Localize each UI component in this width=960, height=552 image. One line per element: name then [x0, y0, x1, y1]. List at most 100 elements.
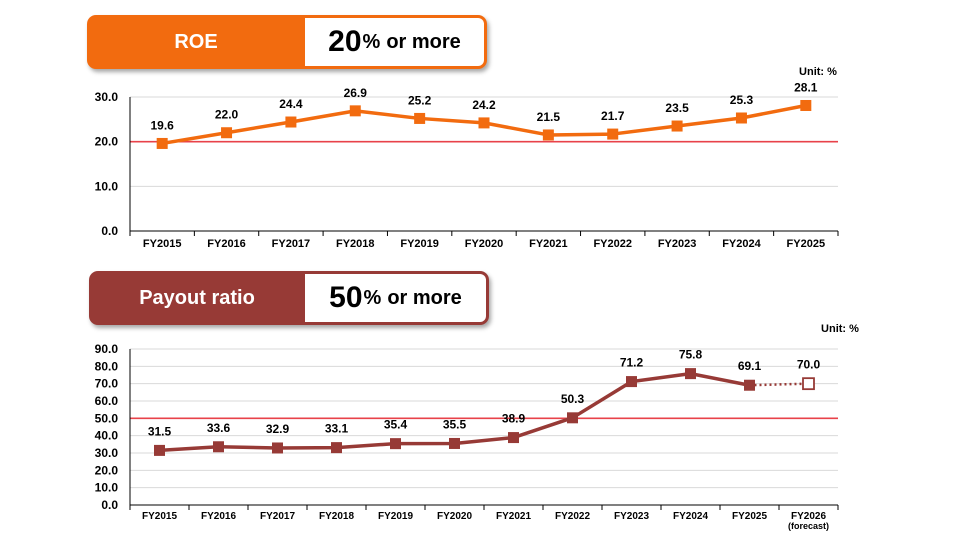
payout-data-point — [331, 442, 342, 454]
roe-data-label: 21.7 — [601, 109, 625, 123]
roe-data-point — [671, 120, 683, 132]
payout-data-point — [213, 441, 224, 453]
roe-y-tick-label: 30.0 — [95, 90, 119, 104]
payout-target-unit: % — [363, 286, 382, 309]
roe-data-point — [285, 116, 297, 128]
roe-data-point — [156, 137, 168, 149]
roe-data-point — [414, 112, 426, 124]
roe-data-label: 26.9 — [344, 86, 368, 100]
payout-data-label: 35.5 — [443, 417, 467, 431]
roe-x-tick-label: FY2020 — [465, 238, 504, 250]
roe-target-unit: % — [362, 30, 381, 53]
payout-data-point — [508, 432, 519, 444]
payout-data-point — [685, 368, 696, 380]
payout-data-point — [744, 379, 755, 391]
roe-x-tick-label: FY2022 — [593, 238, 632, 250]
payout-x-tick-label: FY2016 — [201, 511, 236, 522]
payout-y-tick-label: 70.0 — [95, 377, 119, 391]
payout-data-label: 50.3 — [561, 392, 585, 406]
payout-x-tick-label: FY2020 — [437, 511, 472, 522]
roe-x-tick-label: FY2019 — [400, 238, 439, 250]
roe-data-point — [478, 117, 490, 129]
payout-data-label: 69.1 — [738, 359, 762, 373]
roe-x-tick-label: FY2021 — [529, 238, 568, 250]
payout-data-label: 75.8 — [679, 348, 703, 362]
roe-x-tick-label: FY2024 — [722, 238, 761, 250]
payout-data-point — [626, 376, 637, 388]
payout-y-tick-label: 80.0 — [95, 359, 119, 373]
roe-x-tick-label: FY2018 — [336, 238, 375, 250]
payout-data-label: 33.6 — [207, 421, 231, 435]
roe-data-point — [221, 127, 233, 139]
payout-data-point — [567, 412, 578, 424]
payout-target-box: 50 % or more — [305, 274, 486, 322]
payout-x-tick-label: FY2026 — [791, 511, 826, 522]
payout-x-tick-label: FY2023 — [614, 511, 649, 522]
roe-data-label: 25.3 — [730, 93, 754, 107]
payout-data-point — [154, 444, 165, 456]
payout-x-tick-label: FY2022 — [555, 511, 590, 522]
payout-target-value: 50 — [329, 281, 363, 314]
roe-data-label: 19.6 — [151, 118, 175, 132]
roe-banner: ROE 20 % or more — [87, 15, 487, 69]
roe-x-tick-label: FY2023 — [658, 238, 697, 250]
roe-data-label: 28.1 — [794, 80, 818, 94]
roe-data-label: 21.5 — [537, 110, 561, 124]
roe-x-tick-label: FY2016 — [207, 238, 246, 250]
roe-data-point — [735, 112, 747, 124]
payout-y-tick-label: 20.0 — [95, 463, 119, 477]
roe-data-label: 22.0 — [215, 108, 239, 122]
payout-data-label: 71.2 — [620, 356, 644, 370]
payout-x-tick-label: FY2025 — [732, 511, 767, 522]
payout-y-tick-label: 50.0 — [95, 411, 119, 425]
payout-data-label: 35.4 — [384, 418, 408, 432]
roe-y-tick-label: 10.0 — [95, 179, 119, 193]
payout-data-label: 32.9 — [266, 422, 290, 436]
payout-banner: Payout ratio 50 % or more — [89, 271, 489, 325]
payout-target-rest: or more — [387, 286, 462, 309]
roe-banner-label: ROE — [174, 30, 218, 53]
payout-y-tick-label: 0.0 — [101, 498, 118, 512]
roe-data-point — [607, 128, 619, 140]
payout-y-tick-label: 10.0 — [95, 481, 119, 495]
roe-data-point — [542, 129, 554, 141]
payout-x-tick-sublabel: (forecast) — [788, 521, 829, 531]
payout-data-point — [449, 437, 460, 449]
payout-x-tick-label: FY2021 — [496, 511, 531, 522]
payout-data-point — [272, 442, 283, 454]
roe-x-tick-label: FY2015 — [143, 238, 182, 250]
payout-y-tick-label: 60.0 — [95, 394, 119, 408]
roe-target-value: 20 — [328, 25, 362, 58]
payout-data-point — [390, 438, 401, 450]
roe-x-tick-label: FY2017 — [272, 238, 311, 250]
payout-y-tick-label: 30.0 — [95, 446, 119, 460]
payout-data-label: 33.1 — [325, 422, 349, 436]
payout-forecast-point — [802, 377, 815, 391]
payout-x-tick-label: FY2018 — [319, 511, 354, 522]
payout-data-label: 70.0 — [797, 358, 821, 372]
payout-x-tick-label: FY2019 — [378, 511, 413, 522]
roe-y-tick-label: 20.0 — [95, 135, 119, 149]
roe-data-point — [349, 105, 361, 117]
roe-data-point — [800, 99, 812, 111]
payout-x-tick-label: FY2015 — [142, 511, 177, 522]
roe-x-tick-label: FY2025 — [787, 238, 826, 250]
payout-unit-label: Unit: % — [821, 323, 859, 335]
roe-target-box: 20 % or more — [305, 18, 484, 66]
payout-x-tick-label: FY2017 — [260, 511, 295, 522]
roe-data-label: 25.2 — [408, 93, 432, 107]
payout-x-tick-label: FY2024 — [673, 511, 708, 522]
payout-y-tick-label: 40.0 — [95, 429, 119, 443]
payout-data-label: 31.5 — [148, 424, 172, 438]
roe-data-label: 24.2 — [472, 98, 496, 112]
roe-unit-label: Unit: % — [799, 66, 837, 78]
roe-y-tick-label: 0.0 — [101, 224, 118, 238]
payout-banner-label: Payout ratio — [139, 286, 255, 309]
roe-target-rest: or more — [386, 30, 461, 53]
payout-y-tick-label: 90.0 — [95, 342, 119, 356]
roe-data-label: 24.4 — [279, 97, 303, 111]
roe-data-label: 23.5 — [665, 101, 689, 115]
payout-data-label: 38.9 — [502, 412, 526, 426]
